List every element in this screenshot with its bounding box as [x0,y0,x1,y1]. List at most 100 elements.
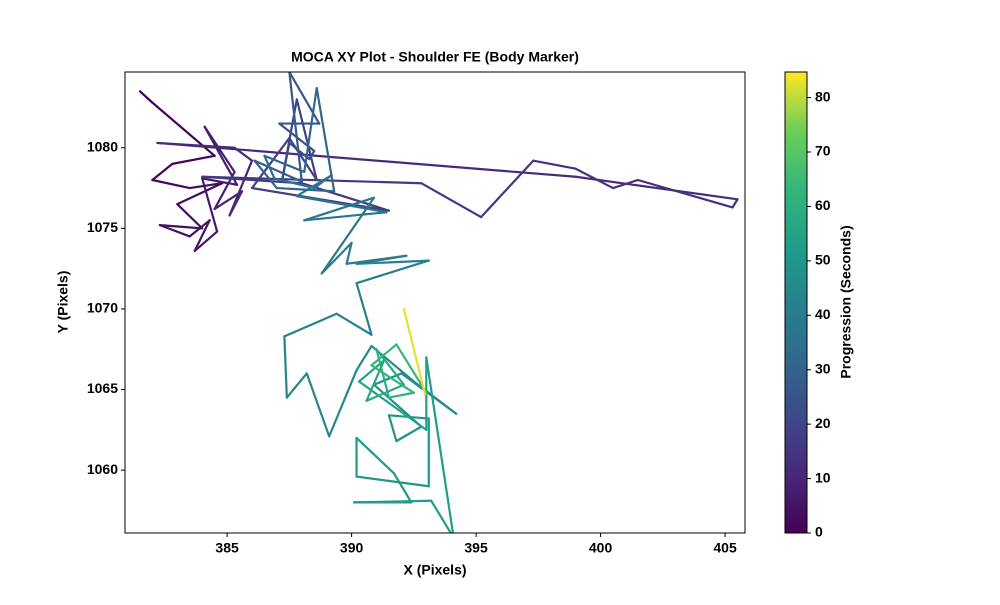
trajectory-segment [188,182,224,190]
trajectory-segment [201,177,239,186]
trajectory-segment [273,177,316,190]
y-tick-label: 1060 [87,461,118,477]
trajectory-segment [532,159,577,170]
y-tick-label: 1080 [87,138,118,154]
chart-title: MOCA XY Plot - Shoulder FE (Body Marker) [291,49,579,65]
trajectory-segment [335,312,373,336]
colorbar-tick-label: 10 [815,469,831,485]
trajectory-segment [201,175,303,185]
trajectory-segment [138,90,154,104]
trajectory-segment [283,335,288,399]
trajectory-segment [156,141,577,178]
trajectory-segment [355,475,430,488]
colorbar-tick-label: 50 [815,252,831,268]
trajectory-segment [158,224,191,238]
trajectory-segment [283,312,338,338]
y-axis-label: Y (Pixels) [55,271,71,334]
trajectory-segment [400,372,458,415]
y-tick-label: 1070 [87,300,118,316]
colorbar-tick-label: 30 [815,360,831,376]
x-tick-label: 400 [589,540,613,556]
trajectory-segment [479,159,535,219]
trajectory-segment [295,98,318,182]
trajectory-segment [320,241,353,275]
trajectory-segment [355,344,373,372]
y-tick-label: 1065 [87,380,118,396]
trajectory-segment [295,195,388,214]
trajectory-segment [425,356,455,533]
trajectory-segment [375,348,405,386]
trajectory-segment [355,436,396,475]
trajectory-segment [731,198,739,209]
trajectory-segment [158,224,204,230]
x-axis-label: X (Pixels) [403,562,466,578]
trajectory-segment [193,230,219,253]
x-tick-label: 405 [713,540,737,556]
trajectory-segment [250,136,291,190]
trajectory-segment [253,159,278,190]
trajectory-segment [574,167,615,190]
trajectory-segment [295,174,333,198]
trajectory-segment [288,72,303,183]
trajectory-segment [370,343,398,367]
plot-frame [124,71,746,534]
trajectory-segment [305,372,331,438]
trajectory-segment [574,175,739,201]
trajectory-segment [151,162,174,182]
trajectory-segment [355,259,430,285]
trajectory-segment [430,499,453,533]
trajectory-segment [201,175,423,185]
colorbar-label: Progression (Seconds) [838,225,854,378]
trajectory-segment [395,343,428,394]
trajectory-segment [303,211,388,222]
trajectory-segment [263,154,276,180]
trajectory-segment [345,241,353,265]
trajectory-segment [193,219,211,253]
trajectory-segment [151,178,191,190]
trajectory-segment [201,177,219,233]
trajectory-segment [263,154,306,174]
trajectory-segment [611,178,640,190]
trajectory-segment [303,87,318,174]
trajectory-segment [402,307,427,396]
trajectory-segment [176,182,224,206]
trajectory-segment [355,282,373,336]
x-tick-label: 395 [464,540,488,556]
trajectory-segment [420,182,483,219]
trajectory-segment [395,425,423,443]
colorbar-tick-label: 40 [815,306,831,322]
colorbar-tick-label: 0 [815,524,823,540]
trajectory-segment [308,149,316,161]
trajectory [138,72,739,533]
trajectory-segment [288,136,318,182]
trajectory-segment [320,196,376,275]
x-tick-label: 385 [215,540,239,556]
trajectory-segment [370,364,415,394]
trajectory-segment [387,391,415,399]
trajectory-segment [315,87,336,193]
colorbar-tick-label: 60 [815,197,831,213]
trajectory-segment [171,154,216,165]
trajectory-segment [387,414,398,443]
trajectory-segment [176,203,204,230]
trajectory-segment [253,159,303,183]
trajectory-segment [303,196,376,222]
trajectory-segment [280,141,291,183]
trajectory-segment [365,383,405,402]
trajectory-segment [228,159,254,217]
trajectory-segment [188,219,211,238]
y-tick-label: 1075 [87,219,118,235]
trajectory-segment [355,259,430,265]
trajectory-segment [352,499,433,504]
trajectory-segment [285,372,308,399]
colorbar-tick-label: 20 [815,415,831,431]
colorbar [784,71,808,534]
trajectory-segment [392,472,413,504]
x-tick-label: 390 [340,540,364,556]
trajectory-segment [203,125,236,174]
trajectory-segment [636,178,734,209]
trajectory-segment [288,72,321,125]
colorbar-tick-label: 70 [815,143,831,159]
